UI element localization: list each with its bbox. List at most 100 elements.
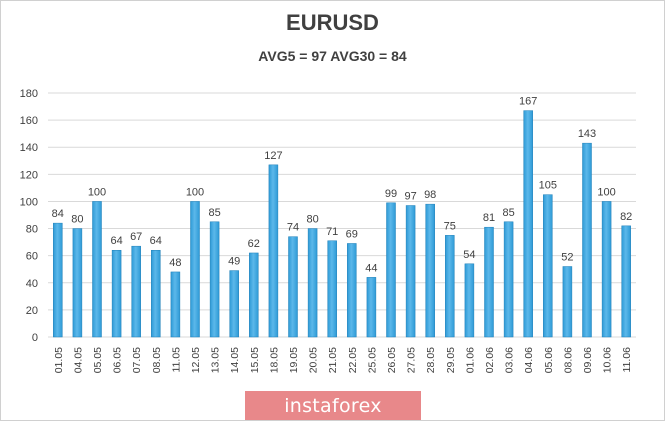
data-label: 100 bbox=[597, 186, 615, 198]
data-label: 80 bbox=[71, 214, 83, 226]
data-label: 75 bbox=[444, 220, 456, 232]
x-tick-label: 10.06 bbox=[602, 347, 614, 373]
x-tick-label: 05.06 bbox=[543, 347, 555, 373]
bar bbox=[562, 266, 573, 338]
data-label: 44 bbox=[365, 262, 377, 274]
bar bbox=[464, 263, 475, 338]
bar bbox=[621, 225, 631, 338]
bar bbox=[386, 202, 396, 338]
bar bbox=[170, 271, 181, 338]
x-tick-label: 25.05 bbox=[366, 347, 378, 373]
x-tick-label: 01.05 bbox=[53, 347, 65, 373]
bar bbox=[229, 270, 239, 338]
y-tick-label: 140 bbox=[20, 142, 38, 154]
bar bbox=[151, 249, 161, 338]
y-tick-label: 80 bbox=[26, 224, 38, 236]
bar bbox=[92, 201, 102, 338]
bar bbox=[366, 277, 377, 338]
bar bbox=[523, 110, 533, 338]
x-tick-label: 11.05 bbox=[170, 347, 182, 373]
data-label: 64 bbox=[150, 235, 162, 247]
x-tick-label: 04.05 bbox=[72, 347, 84, 373]
data-label: 105 bbox=[539, 180, 557, 192]
y-tick-label: 20 bbox=[26, 305, 38, 317]
data-label: 71 bbox=[326, 226, 338, 238]
y-tick-label: 40 bbox=[26, 278, 38, 290]
data-label: 127 bbox=[264, 150, 282, 162]
x-tick-label: 21.05 bbox=[327, 347, 339, 373]
data-label: 97 bbox=[404, 191, 416, 203]
x-tick-label: 11.06 bbox=[621, 347, 633, 373]
y-tick-label: 160 bbox=[20, 115, 38, 127]
chart-subtitle: AVG5 = 97 AVG30 = 84 bbox=[258, 48, 407, 64]
y-axis: 0 20 40 60 80 100 120 140 160 180 bbox=[20, 88, 38, 344]
bar bbox=[543, 194, 553, 338]
bar bbox=[347, 243, 357, 338]
x-tick-label: 04.06 bbox=[523, 347, 535, 373]
data-label: 49 bbox=[228, 256, 240, 268]
data-label: 52 bbox=[561, 252, 573, 264]
bar bbox=[327, 240, 337, 338]
x-tick-label: 03.06 bbox=[504, 347, 516, 373]
data-labels: 84 80 100 64 67 64 48 100 85 49 62 127 74 80 71 69 44 99 9… bbox=[52, 96, 633, 275]
x-tick-label: 07.05 bbox=[131, 347, 143, 373]
data-label: 64 bbox=[110, 235, 122, 247]
x-tick-label: 22.05 bbox=[347, 347, 359, 373]
data-label: 80 bbox=[306, 214, 318, 226]
data-label: 62 bbox=[248, 238, 260, 250]
bar bbox=[405, 205, 416, 338]
bar bbox=[249, 252, 259, 338]
x-tick-label: 09.06 bbox=[582, 347, 594, 373]
bar bbox=[445, 235, 455, 338]
gridlines bbox=[48, 92, 636, 338]
bars bbox=[53, 110, 631, 338]
x-tick-label: 27.05 bbox=[406, 347, 418, 373]
bar bbox=[131, 245, 141, 338]
x-tick-label: 13.05 bbox=[210, 347, 222, 373]
x-tick-label: 01.06 bbox=[464, 347, 476, 373]
data-label: 82 bbox=[620, 211, 632, 223]
x-tick-label: 05.05 bbox=[92, 347, 104, 373]
data-label: 85 bbox=[208, 207, 220, 219]
x-tick-label: 20.05 bbox=[308, 347, 320, 373]
bar bbox=[209, 221, 220, 338]
x-tick-label: 12.05 bbox=[190, 347, 202, 373]
data-label: 167 bbox=[519, 96, 537, 108]
bar bbox=[288, 236, 298, 338]
x-tick-label: 19.05 bbox=[288, 347, 300, 373]
bar bbox=[307, 228, 318, 338]
data-label: 67 bbox=[130, 231, 142, 243]
y-tick-label: 180 bbox=[20, 88, 38, 100]
x-tick-label: 26.05 bbox=[386, 347, 398, 373]
bar bbox=[72, 228, 83, 338]
x-tick-label: 15.05 bbox=[249, 347, 261, 373]
bar bbox=[425, 203, 435, 338]
x-tick-label: 06.05 bbox=[112, 347, 124, 373]
x-axis: 01.05 04.05 05.05 06.05 07.05 08.05 11.05 12.05… bbox=[53, 347, 633, 373]
data-label: 48 bbox=[169, 257, 181, 269]
data-label: 81 bbox=[483, 212, 495, 224]
data-label: 54 bbox=[463, 249, 475, 261]
data-label: 100 bbox=[186, 186, 204, 198]
data-label: 100 bbox=[88, 186, 106, 198]
bar bbox=[190, 201, 200, 338]
data-label: 98 bbox=[424, 189, 436, 201]
watermark-text: instaforex bbox=[284, 394, 382, 417]
data-label: 99 bbox=[385, 188, 397, 200]
bar bbox=[484, 226, 494, 338]
x-tick-label: 28.05 bbox=[425, 347, 437, 373]
bar bbox=[53, 222, 63, 338]
x-tick-label: 29.05 bbox=[445, 347, 457, 373]
watermark-logo: instaforex bbox=[245, 391, 421, 420]
y-tick-label: 60 bbox=[26, 251, 38, 263]
x-tick-label: 18.05 bbox=[268, 347, 280, 373]
y-tick-label: 100 bbox=[20, 196, 38, 208]
bar bbox=[268, 164, 279, 338]
data-label: 74 bbox=[287, 222, 299, 234]
chart-title: EURUSD bbox=[286, 10, 379, 35]
x-tick-label: 02.06 bbox=[484, 347, 496, 373]
bar bbox=[582, 142, 592, 338]
x-tick-label: 14.05 bbox=[229, 347, 241, 373]
bar bbox=[601, 201, 612, 338]
